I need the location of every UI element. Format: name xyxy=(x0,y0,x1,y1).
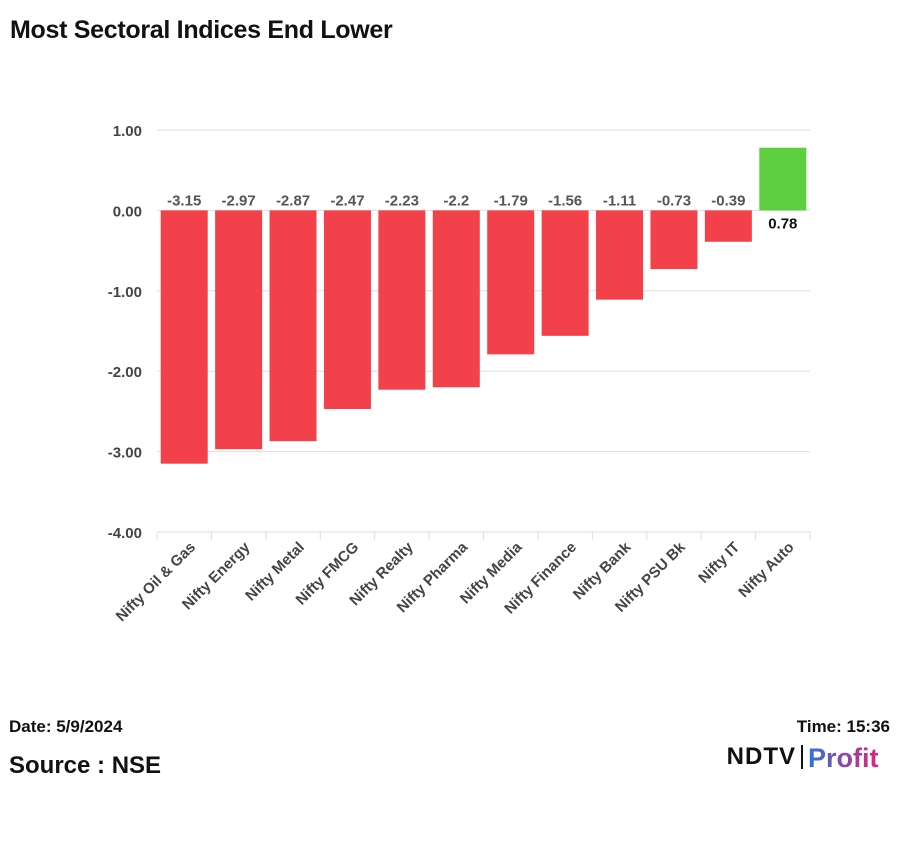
data-label: -2.87 xyxy=(276,192,310,209)
data-label: -2.2 xyxy=(443,192,469,209)
data-label: -1.56 xyxy=(548,192,582,209)
ndtv-profit-logo: NDTV Profit xyxy=(727,740,890,774)
bar xyxy=(704,210,752,242)
y-tick-label: 0.00 xyxy=(113,203,142,220)
y-tick-label: -1.00 xyxy=(108,284,142,301)
date-label: Date: 5/9/2024 xyxy=(9,717,123,736)
svg-text:Profit: Profit xyxy=(808,743,879,773)
bar xyxy=(215,210,263,450)
bar xyxy=(269,210,317,442)
ndtv-wordmark: NDTV xyxy=(726,743,796,770)
data-label: -2.47 xyxy=(330,192,364,209)
y-tick-label: -3.00 xyxy=(108,445,142,462)
bar xyxy=(759,147,807,211)
y-tick-label: 1.00 xyxy=(113,123,142,140)
y-tick-label: -2.00 xyxy=(108,364,142,381)
x-tick-label: Nifty Auto xyxy=(735,539,797,601)
data-label: -2.97 xyxy=(222,192,256,209)
profit-wordmark: Profit xyxy=(808,743,879,773)
source-label: Source : NSE xyxy=(9,752,162,779)
bar xyxy=(487,210,535,355)
bar xyxy=(650,210,698,270)
bar xyxy=(160,210,208,464)
logo-divider xyxy=(801,745,803,769)
data-label: -1.11 xyxy=(603,192,636,209)
bar xyxy=(541,210,589,336)
x-tick-label: Nifty IT xyxy=(695,539,743,587)
data-label: 0.78 xyxy=(768,215,797,232)
data-label: -3.15 xyxy=(167,192,201,209)
bar xyxy=(378,210,426,390)
data-label: -1.79 xyxy=(494,192,528,209)
data-label: -0.73 xyxy=(657,192,691,209)
y-tick-label: -4.00 xyxy=(108,525,142,542)
x-tick-label: Nifty Oil & Gas xyxy=(113,539,199,625)
data-label: -0.39 xyxy=(711,192,745,209)
bar xyxy=(432,210,480,388)
time-label: Time: 15:36 xyxy=(796,717,890,736)
bar xyxy=(596,210,644,300)
data-label: -2.23 xyxy=(385,192,419,209)
chart-title: Most Sectoral Indices End Lower xyxy=(10,16,393,44)
bar xyxy=(323,210,371,409)
bar-chart: 1.00 0.00 -1.00 -2.00 -3.00 -4.00 -3.15 Nifty O… xyxy=(108,123,811,625)
